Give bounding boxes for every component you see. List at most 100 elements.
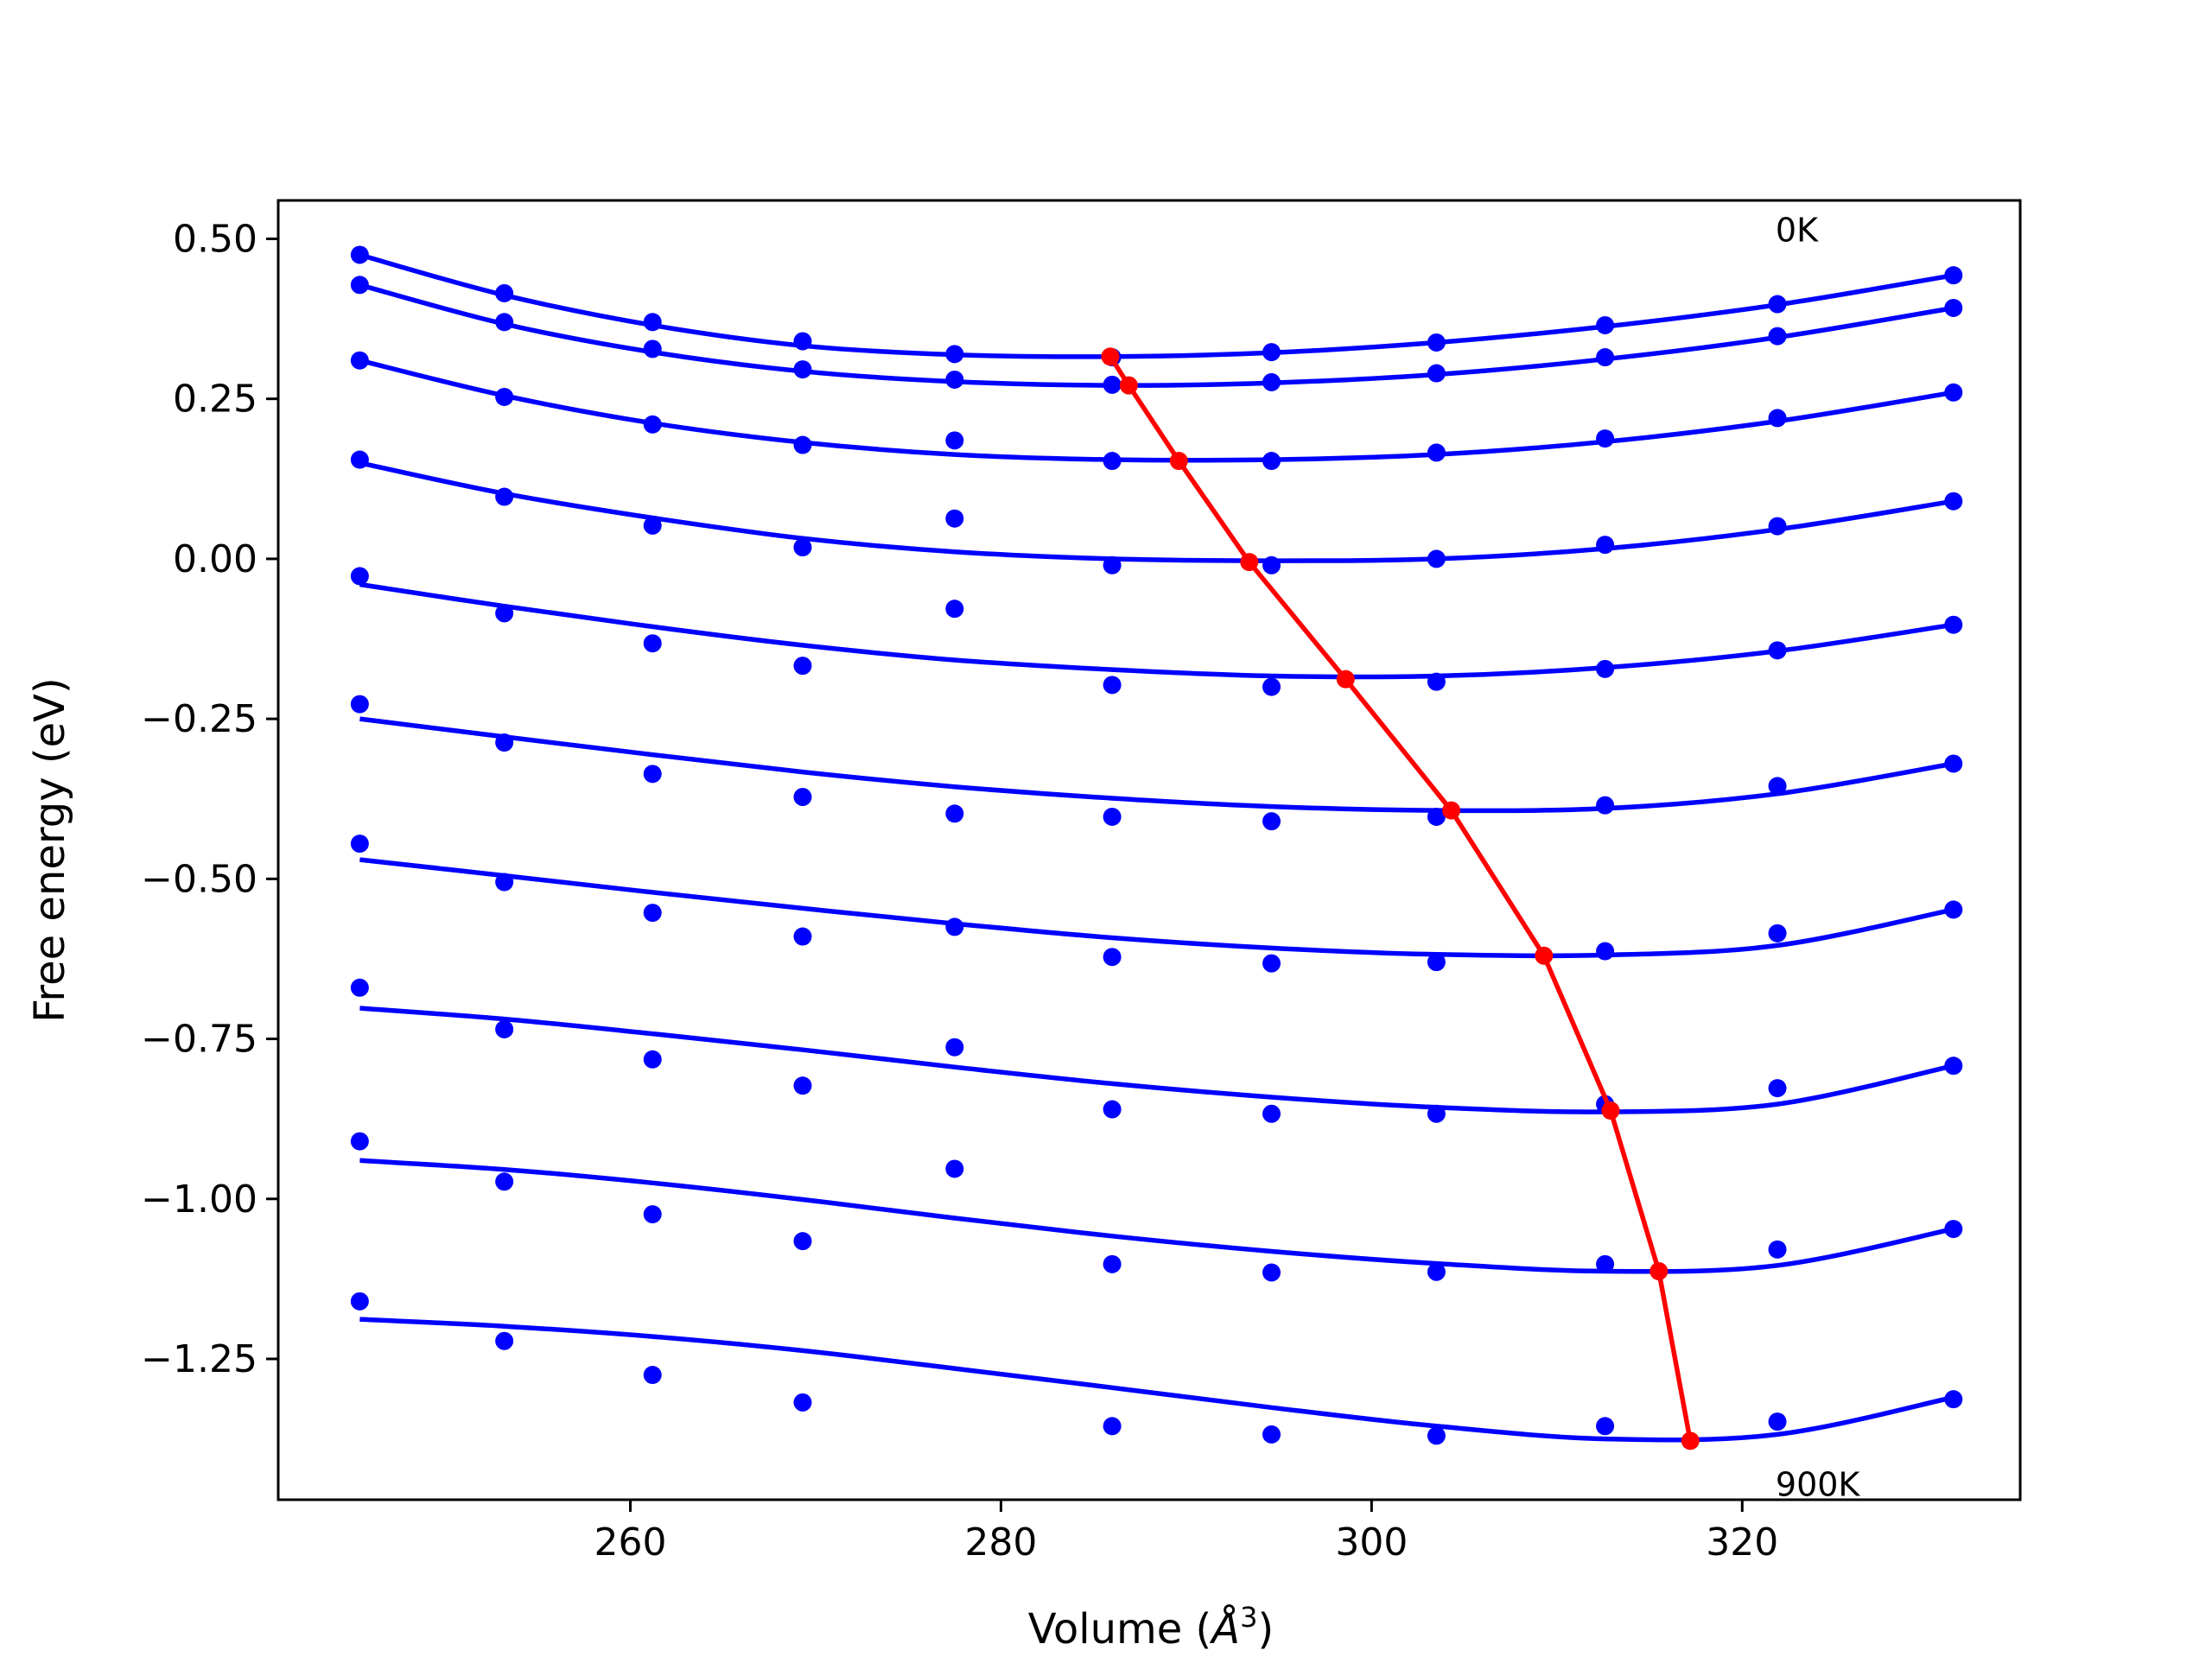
data-point [1427,364,1446,383]
data-point [1768,1412,1787,1431]
data-point [793,538,812,557]
data-point [1262,1104,1281,1123]
data-point [1103,1254,1122,1273]
minimum-point [1535,946,1554,965]
data-point [1262,1425,1281,1444]
data-point [495,387,514,406]
data-point [1596,315,1615,334]
data-point [350,450,369,469]
data-point [1944,754,1963,773]
y-tick-label: 0.00 [173,537,257,581]
data-point [643,340,662,359]
data-point [1596,796,1615,815]
data-point [643,1050,662,1069]
data-point [1262,954,1281,973]
data-point [1427,1426,1446,1445]
data-point [1944,383,1963,402]
data-point [945,804,964,823]
data-point [1768,1240,1787,1259]
data-point [495,487,514,506]
data-point [643,415,662,434]
data-point [1944,266,1963,285]
data-point [1944,615,1963,634]
y-axis: 0.50 0.25 0.00 −0.25 −0.50 −0.75 −1.00 −1.25 [141,217,278,1381]
data-point [793,332,812,351]
fit-curve-6 [359,857,1955,959]
data-point [1768,777,1787,796]
y-tick-label: −1.00 [141,1177,257,1222]
data-point [495,733,514,752]
data-point [350,1292,369,1311]
data-point [1596,536,1615,555]
x-axis: 260 280 300 320 [594,1500,1778,1565]
data-point [793,360,812,379]
data-point [350,567,369,586]
minimum-point [1336,670,1355,689]
data-point [1596,1254,1615,1273]
fit-curves [359,252,1955,1443]
data-point [945,600,964,619]
data-point [1944,492,1963,511]
data-point [1262,677,1281,696]
data-point [1596,1417,1615,1436]
data-point [945,1038,964,1057]
data-point [350,835,369,854]
minimum-point [1169,452,1188,471]
x-tick-label: 260 [594,1520,666,1565]
data-point [495,313,514,332]
minimum-point [1119,376,1138,395]
data-point [945,370,964,389]
data-point [1596,659,1615,678]
data-point [1103,452,1122,471]
data-point [643,516,662,535]
data-point [495,1172,514,1191]
data-point [1427,672,1446,691]
data-point [350,695,369,714]
fit-curve-9 [359,1317,1955,1443]
data-point [945,431,964,450]
data-point [1596,942,1615,961]
data-point [1262,452,1281,471]
data-point [1768,641,1787,660]
data-point [495,1331,514,1350]
data-point [1262,812,1281,831]
x-tick-label: 320 [1706,1520,1778,1565]
data-point [350,978,369,997]
x-tick-label: 280 [964,1520,1037,1565]
fit-curve-3 [359,460,1955,563]
data-point [1103,1417,1122,1436]
data-point [1427,1104,1446,1123]
data-point [643,1205,662,1224]
plot-frame [276,199,2022,1501]
fit-curve-4 [359,581,1955,680]
minimum-point [1442,801,1461,820]
data-point [1944,1057,1963,1076]
data-point [1427,1262,1446,1281]
data-point [1103,676,1122,695]
data-point [1768,924,1787,943]
minimum-point [1240,553,1259,572]
data-point [1427,807,1446,826]
data-point [643,634,662,653]
y-tick-label: −0.50 [141,857,257,901]
data-point [793,1232,812,1251]
data-point [1427,333,1446,352]
y-tick-label: −0.75 [141,1018,257,1062]
data-point [350,245,369,264]
data-point [495,604,514,623]
y-axis-label: Free energy (eV) [26,677,74,1022]
data-point [1262,555,1281,574]
data-point [1596,348,1615,367]
data-point [643,313,662,332]
temperature-annotation: 0K [1776,211,1819,249]
data-point [643,1366,662,1385]
data-point [1427,953,1446,972]
data-point [1103,807,1122,826]
data-point [1768,1079,1787,1098]
fit-curve-7 [359,1006,1955,1114]
y-tick-label: −0.25 [141,697,257,741]
data-point [945,917,964,936]
data-point [793,435,812,454]
